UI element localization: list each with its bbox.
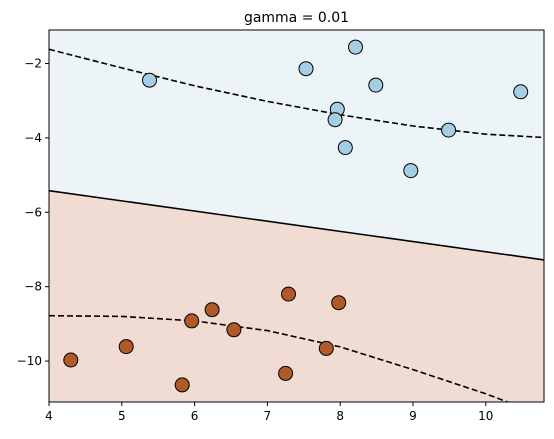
point-class-lower	[278, 365, 294, 381]
axes: 4 5 6 7 8 9 10 −10 −8 −6 −4 −2	[17, 56, 494, 423]
point-class-upper	[368, 77, 384, 93]
x-tick-label: 10	[478, 409, 493, 423]
point-class-upper	[337, 140, 353, 156]
region-lower-class	[49, 190, 544, 402]
point-class-upper	[513, 84, 529, 100]
point-class-lower	[63, 352, 79, 368]
point-class-lower	[184, 313, 200, 329]
point-class-lower	[318, 340, 334, 356]
region-upper-class	[49, 30, 544, 260]
y-tick-label: −8	[24, 280, 42, 294]
point-class-upper	[298, 61, 314, 77]
x-tick-label: 9	[409, 409, 417, 423]
x-tick-label: 7	[264, 409, 272, 423]
point-class-upper	[142, 72, 157, 88]
y-tick-label: −4	[24, 131, 42, 145]
y-tick-label: −2	[24, 56, 42, 70]
x-tick-label: 5	[118, 409, 126, 423]
point-class-upper	[441, 122, 457, 138]
y-tick-label: −6	[24, 205, 42, 219]
point-class-lower	[118, 339, 134, 355]
x-tick-label: 6	[191, 409, 199, 423]
plot-frame	[48, 29, 545, 403]
plot-area	[49, 30, 544, 402]
chart-title: gamma = 0.01	[244, 10, 349, 26]
y-tick-label: −10	[17, 354, 42, 368]
point-class-lower	[331, 295, 347, 311]
x-tick-label: 8	[336, 409, 344, 423]
point-class-lower	[226, 322, 242, 338]
margin-lower-line	[49, 314, 508, 402]
point-class-lower	[204, 302, 220, 318]
point-class-upper	[327, 112, 343, 128]
x-tick-label: 4	[45, 409, 53, 423]
point-class-upper	[348, 39, 363, 55]
point-class-upper	[403, 163, 419, 179]
decision-boundary-line	[49, 189, 544, 261]
margin-upper-line	[49, 48, 544, 139]
point-class-lower	[174, 377, 190, 393]
point-class-lower	[281, 286, 296, 302]
